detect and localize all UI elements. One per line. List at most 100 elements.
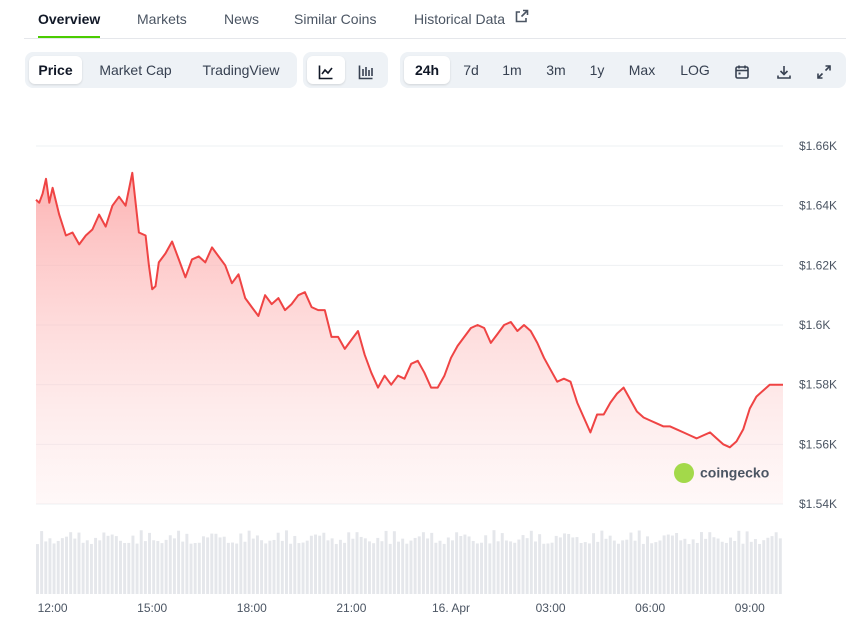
log-scale-button[interactable]: LOG: [680, 62, 710, 78]
range-24h-button[interactable]: 24h: [404, 56, 450, 84]
y-tick-label: $1.64K: [799, 199, 837, 213]
range-1y-button[interactable]: 1y: [589, 62, 605, 78]
tab-markets[interactable]: Markets: [137, 0, 187, 37]
tradingview-button[interactable]: TradingView: [202, 62, 280, 78]
volume-bar: [484, 535, 488, 594]
volume-bar: [770, 536, 774, 594]
volume-bar: [44, 541, 48, 594]
volume-bar: [289, 543, 293, 594]
volume-bar: [401, 538, 405, 594]
volume-bar: [123, 543, 127, 594]
volume-bar: [741, 543, 745, 594]
range-3m-button[interactable]: 3m: [546, 62, 566, 78]
chart-style-switch: [303, 52, 388, 88]
volume-bar: [218, 537, 222, 594]
volume-bar: [753, 539, 757, 594]
volume-bar: [567, 533, 571, 594]
volume-bar: [413, 537, 417, 594]
volume-bar: [426, 538, 430, 594]
volume-bar: [322, 532, 326, 594]
volume-bar: [388, 543, 392, 594]
x-tick-label: 03:00: [536, 601, 566, 615]
line-chart-button[interactable]: [307, 56, 345, 84]
volume-bar: [85, 540, 89, 594]
candlestick-chart-button[interactable]: [347, 56, 385, 84]
expand-icon: [817, 65, 831, 79]
volume-bar: [500, 533, 504, 594]
tab-markets-label: Markets: [137, 11, 187, 27]
download-icon: [777, 66, 791, 79]
volume-bar: [683, 538, 687, 594]
volume-bar: [69, 532, 73, 594]
price-button[interactable]: Price: [29, 56, 82, 84]
calendar-button[interactable]: [726, 56, 758, 84]
volume-bar: [600, 530, 604, 594]
volume-bar: [148, 532, 151, 594]
volume-bar: [471, 540, 475, 594]
volume-bar: [534, 541, 537, 594]
tab-overview[interactable]: Overview: [38, 0, 101, 38]
volume-bar: [492, 530, 496, 594]
calendar-icon: [735, 65, 749, 79]
market-cap-button[interactable]: Market Cap: [99, 62, 172, 78]
tab-historical-data-label: Historical Data: [414, 11, 506, 27]
volume-bar: [343, 542, 347, 594]
volume-bar: [704, 538, 708, 594]
volume-bar: [276, 532, 280, 594]
volume-bar: [509, 541, 513, 594]
volume-bar: [475, 543, 479, 594]
volume-bar: [334, 543, 338, 594]
volume-bar: [397, 541, 400, 594]
volume-bar: [177, 530, 181, 594]
volume-bar: [94, 537, 98, 594]
volume-bar: [206, 537, 210, 594]
volume-bar: [185, 533, 189, 594]
volume-bar: [733, 540, 737, 594]
y-tick-label: $1.58K: [799, 378, 837, 392]
range-and-tools: 24h 7d 1m 3m 1y Max LOG: [400, 52, 846, 88]
volume-bar: [106, 535, 110, 594]
volume-bar: [255, 535, 259, 594]
range-max-button[interactable]: Max: [628, 62, 656, 78]
download-button[interactable]: [768, 56, 800, 84]
volume-bar: [583, 542, 587, 594]
volume-bar: [40, 531, 44, 594]
volume-bar: [521, 535, 525, 594]
volume-bar: [529, 530, 533, 594]
volume-bar: [650, 543, 654, 594]
fullscreen-button[interactable]: [808, 56, 840, 84]
range-7d-button[interactable]: 7d: [463, 62, 479, 78]
x-tick-label: 18:00: [237, 601, 267, 615]
volume-bar: [380, 541, 384, 594]
volume-bar: [143, 541, 147, 594]
chart-type-switch: Price Market Cap TradingView: [25, 52, 297, 88]
volume-bar: [102, 532, 106, 594]
coingecko-watermark: coingecko: [674, 463, 769, 484]
tab-bar: Overview Markets News Similar Coins Hist…: [24, 0, 846, 39]
volume-bar: [621, 540, 625, 594]
volume-bar: [368, 541, 371, 594]
volume-bar: [214, 533, 218, 594]
tab-historical-data[interactable]: Historical Data: [414, 0, 529, 37]
volume-bar: [135, 543, 139, 594]
volume-bar: [189, 543, 193, 594]
volume-bar: [554, 535, 558, 594]
volume-bar: [513, 542, 517, 594]
volume-bar: [326, 540, 330, 594]
volume-bar: [446, 537, 450, 594]
volume-bar: [351, 538, 355, 594]
volume-bar: [587, 543, 591, 594]
volume-bar: [654, 542, 658, 594]
volume-bar: [546, 543, 550, 594]
volume-bar: [679, 540, 683, 594]
volume-bar: [608, 535, 612, 594]
y-tick-label: $1.62K: [799, 258, 837, 272]
tab-similar-coins[interactable]: Similar Coins: [294, 0, 376, 37]
volume-bar: [438, 540, 442, 594]
volume-bar: [666, 534, 670, 594]
coingecko-logo-icon: [674, 463, 694, 483]
range-1m-button[interactable]: 1m: [502, 62, 522, 78]
volume-bar: [181, 541, 185, 594]
tab-news[interactable]: News: [224, 0, 259, 37]
